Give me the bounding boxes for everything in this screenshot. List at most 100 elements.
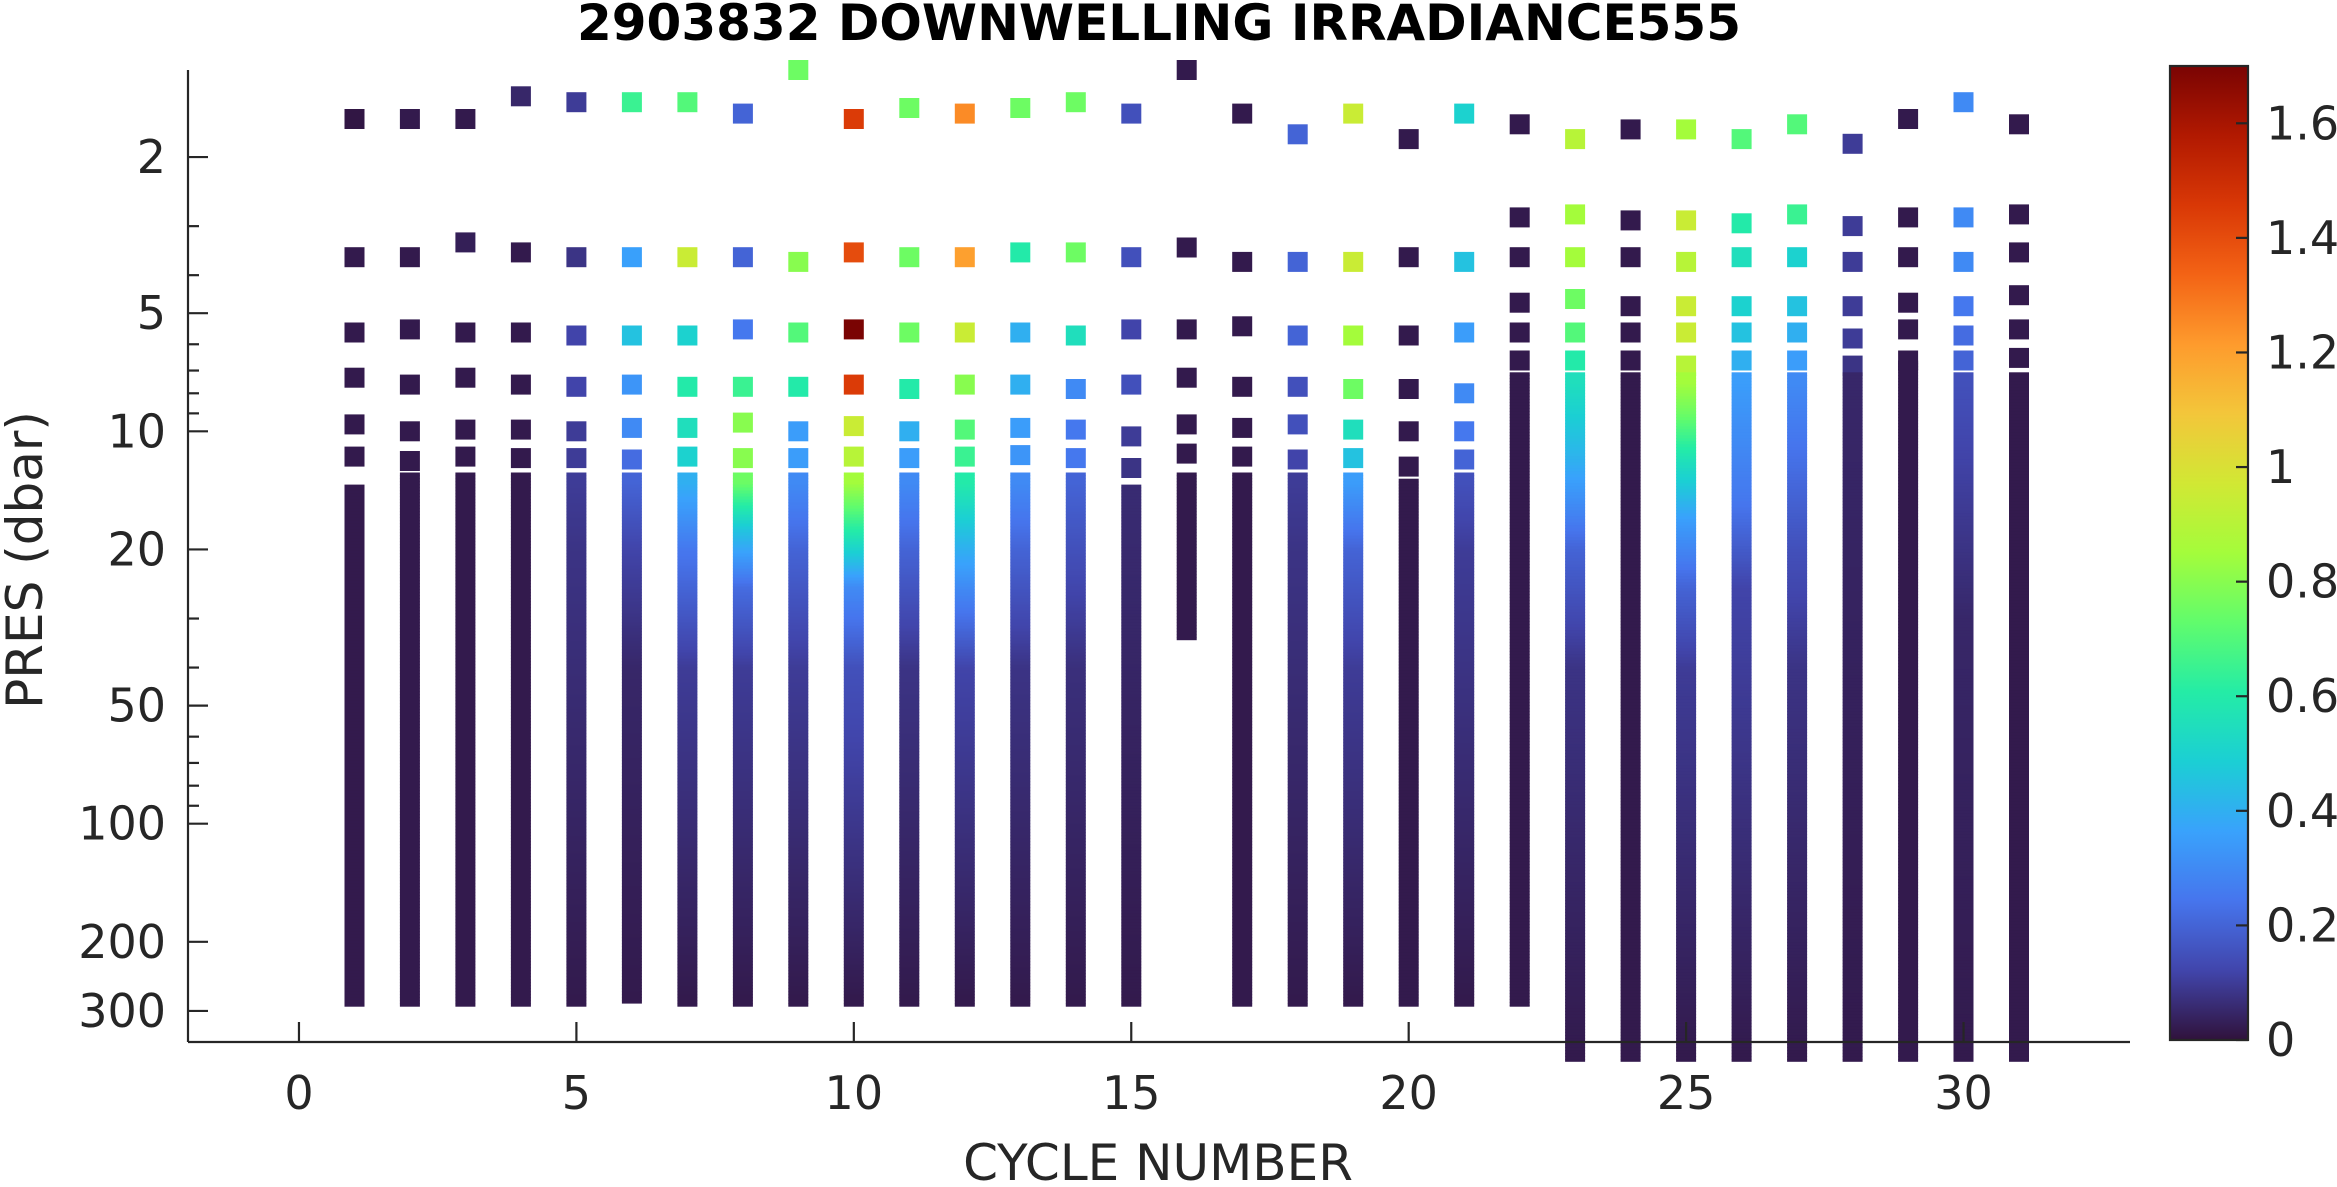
data-point xyxy=(1065,673,1086,678)
data-point xyxy=(399,922,420,927)
data-point xyxy=(1398,769,1419,774)
data-point xyxy=(1287,814,1308,819)
data-point xyxy=(1565,537,1586,541)
data-point xyxy=(1731,981,1752,985)
data-point xyxy=(1454,383,1475,404)
data-point xyxy=(1065,607,1086,612)
data-point xyxy=(843,991,864,996)
data-point xyxy=(954,505,975,510)
data-point xyxy=(1676,753,1697,757)
data-point xyxy=(399,718,420,723)
data-point xyxy=(954,745,975,750)
data-point xyxy=(455,419,476,440)
data-point xyxy=(1731,990,1752,994)
data-point xyxy=(1232,640,1253,645)
data-point xyxy=(1454,541,1475,546)
data-point xyxy=(1343,676,1364,681)
data-point xyxy=(1121,1000,1142,1005)
data-point xyxy=(1731,927,1752,931)
data-point xyxy=(1065,781,1086,786)
data-point xyxy=(566,661,587,666)
data-point xyxy=(566,982,587,987)
data-point xyxy=(1454,928,1475,933)
data-point xyxy=(1343,856,1364,861)
data-point xyxy=(455,751,476,756)
data-point xyxy=(344,607,365,612)
data-point xyxy=(1232,856,1253,861)
data-point xyxy=(843,652,864,657)
data-point xyxy=(677,664,698,669)
data-point xyxy=(843,646,864,651)
data-point xyxy=(510,628,531,633)
data-point xyxy=(1232,721,1253,726)
data-point xyxy=(1343,673,1364,678)
data-point xyxy=(1398,622,1419,627)
data-point xyxy=(1232,829,1253,834)
data-point xyxy=(732,808,753,813)
data-point xyxy=(344,712,365,717)
data-point xyxy=(899,991,920,996)
data-point xyxy=(1509,534,1530,538)
data-point xyxy=(1454,736,1475,741)
data-point xyxy=(455,769,476,774)
data-point xyxy=(1398,943,1419,948)
data-point xyxy=(788,961,809,966)
data-point xyxy=(344,508,365,513)
data-point xyxy=(1565,522,1586,526)
data-point xyxy=(566,544,587,549)
data-point xyxy=(1565,687,1586,691)
data-point xyxy=(510,493,531,498)
data-point xyxy=(1010,481,1031,486)
data-point xyxy=(1731,882,1752,886)
data-point xyxy=(1565,552,1586,556)
data-point xyxy=(455,700,476,705)
data-point xyxy=(1121,898,1142,903)
data-point xyxy=(954,541,975,546)
data-point xyxy=(732,850,753,855)
data-point xyxy=(1731,387,1752,391)
data-point xyxy=(1731,984,1752,988)
data-point xyxy=(455,940,476,945)
data-point xyxy=(1676,987,1697,991)
data-point xyxy=(621,646,642,651)
data-point xyxy=(843,622,864,627)
data-point xyxy=(1010,613,1031,618)
data-point xyxy=(399,835,420,840)
data-point xyxy=(1565,732,1586,736)
data-point xyxy=(455,871,476,876)
data-point xyxy=(1010,727,1031,732)
data-point xyxy=(1287,484,1308,489)
data-point xyxy=(899,574,920,579)
data-point xyxy=(1010,523,1031,528)
data-point xyxy=(566,472,587,477)
data-point xyxy=(1010,760,1031,765)
data-point xyxy=(788,322,809,343)
data-point xyxy=(1010,805,1031,810)
data-point xyxy=(732,481,753,486)
data-point xyxy=(843,446,864,467)
data-point xyxy=(677,805,698,810)
data-point xyxy=(1398,379,1419,399)
data-point xyxy=(566,736,587,741)
data-point xyxy=(399,640,420,645)
data-point xyxy=(1287,874,1308,879)
data-point xyxy=(1065,601,1086,606)
data-point xyxy=(1398,541,1419,546)
data-point xyxy=(344,538,365,543)
data-point xyxy=(1121,601,1142,606)
data-point xyxy=(1398,775,1419,780)
data-point xyxy=(954,565,975,570)
data-point xyxy=(621,481,642,486)
data-point xyxy=(1676,726,1697,730)
data-point xyxy=(621,547,642,552)
data-point xyxy=(1731,507,1752,511)
data-point xyxy=(1232,832,1253,837)
data-point xyxy=(1287,655,1308,660)
data-point xyxy=(899,721,920,726)
data-point xyxy=(399,940,420,945)
data-point xyxy=(455,820,476,825)
data-point xyxy=(1731,672,1752,676)
data-point xyxy=(1287,757,1308,762)
data-point xyxy=(455,541,476,546)
data-point xyxy=(1287,628,1308,633)
